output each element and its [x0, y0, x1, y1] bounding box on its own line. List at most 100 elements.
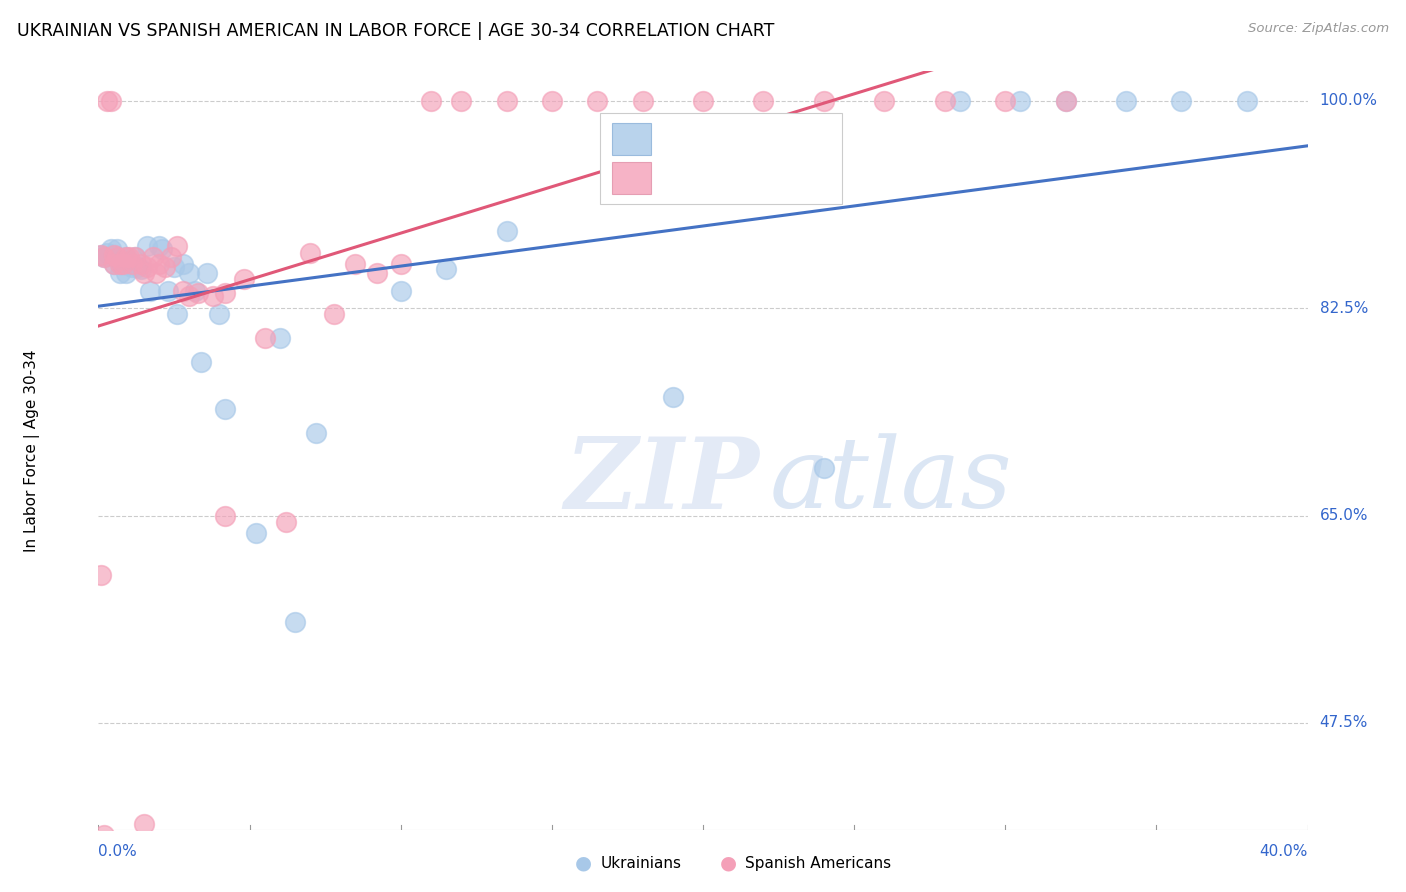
- Point: [105, 251, 128, 265]
- Point: [114, 251, 136, 265]
- Point: [1010, 94, 1032, 108]
- Text: UKRAINIAN VS SPANISH AMERICAN IN LABOR FORCE | AGE 30-34 CORRELATION CHART: UKRAINIAN VS SPANISH AMERICAN IN LABOR F…: [17, 22, 775, 40]
- Point: [873, 94, 896, 108]
- Point: [661, 390, 683, 404]
- Point: [148, 238, 170, 252]
- Text: ●: ●: [575, 854, 592, 873]
- Point: [195, 266, 218, 280]
- Point: [90, 248, 112, 262]
- Text: Ukrainians: Ukrainians: [600, 856, 682, 871]
- Text: ●: ●: [720, 854, 737, 873]
- Point: [93, 829, 115, 843]
- Point: [323, 307, 346, 321]
- Point: [93, 251, 115, 265]
- Point: [114, 251, 136, 265]
- Point: [172, 257, 194, 271]
- Text: In Labor Force | Age 30-34: In Labor Force | Age 30-34: [24, 349, 39, 552]
- Point: [269, 331, 291, 345]
- Point: [100, 94, 122, 108]
- Point: [103, 248, 125, 262]
- Point: [145, 266, 167, 280]
- Point: [934, 94, 956, 108]
- Point: [813, 461, 835, 475]
- Point: [114, 266, 136, 280]
- Point: [96, 245, 118, 260]
- Point: [105, 251, 128, 265]
- Point: [540, 94, 562, 108]
- Point: [160, 251, 183, 265]
- Point: [752, 94, 775, 108]
- Point: [103, 257, 125, 271]
- Point: [103, 257, 125, 271]
- Point: [96, 94, 118, 108]
- Point: [166, 238, 188, 252]
- Point: [214, 508, 236, 523]
- Point: [305, 425, 328, 440]
- Point: [274, 515, 297, 529]
- Point: [118, 257, 141, 271]
- Point: [389, 257, 412, 271]
- Text: ZIP: ZIP: [564, 433, 759, 529]
- FancyBboxPatch shape: [613, 123, 651, 155]
- Point: [495, 224, 517, 238]
- Point: [253, 331, 276, 345]
- Point: [121, 260, 143, 274]
- Point: [156, 284, 179, 298]
- Point: [163, 260, 186, 274]
- Point: [90, 567, 112, 582]
- Point: [150, 242, 173, 256]
- Point: [190, 354, 212, 368]
- Point: [949, 94, 972, 108]
- Point: [172, 284, 194, 298]
- Point: [142, 251, 165, 265]
- Point: [124, 251, 146, 265]
- Point: [118, 251, 141, 265]
- Point: [586, 94, 609, 108]
- Point: [111, 257, 134, 271]
- Point: [631, 94, 654, 108]
- Point: [121, 257, 143, 271]
- Text: 100.0%: 100.0%: [1320, 94, 1378, 109]
- Point: [187, 285, 209, 300]
- Point: [495, 94, 517, 108]
- Point: [208, 307, 231, 321]
- Point: [1054, 94, 1077, 108]
- Point: [90, 248, 112, 262]
- Point: [132, 266, 155, 280]
- Point: [127, 260, 149, 274]
- Point: [366, 266, 388, 280]
- Point: [434, 262, 457, 277]
- Text: R = 0.453   N = 47: R = 0.453 N = 47: [661, 129, 831, 147]
- Point: [105, 242, 128, 256]
- Point: [284, 615, 307, 630]
- Point: [108, 266, 131, 280]
- Point: [108, 257, 131, 271]
- Point: [344, 257, 367, 271]
- Text: 82.5%: 82.5%: [1320, 301, 1368, 316]
- Point: [129, 262, 152, 277]
- FancyBboxPatch shape: [613, 162, 651, 194]
- Point: [1170, 94, 1192, 108]
- Point: [214, 402, 236, 417]
- Point: [93, 251, 115, 265]
- Point: [1115, 94, 1137, 108]
- Point: [420, 94, 443, 108]
- FancyBboxPatch shape: [600, 113, 842, 204]
- Point: [166, 307, 188, 321]
- Point: [179, 266, 201, 280]
- Point: [232, 271, 254, 285]
- Point: [129, 257, 152, 271]
- Point: [179, 289, 201, 303]
- Point: [299, 245, 322, 260]
- Point: [111, 257, 134, 271]
- Text: 47.5%: 47.5%: [1320, 715, 1368, 731]
- Point: [135, 238, 157, 252]
- Point: [389, 284, 412, 298]
- Text: 0.0%: 0.0%: [98, 844, 138, 859]
- Point: [450, 94, 472, 108]
- Point: [1054, 94, 1077, 108]
- Point: [245, 526, 267, 541]
- Point: [994, 94, 1017, 108]
- Text: 40.0%: 40.0%: [1260, 844, 1308, 859]
- Point: [148, 257, 170, 271]
